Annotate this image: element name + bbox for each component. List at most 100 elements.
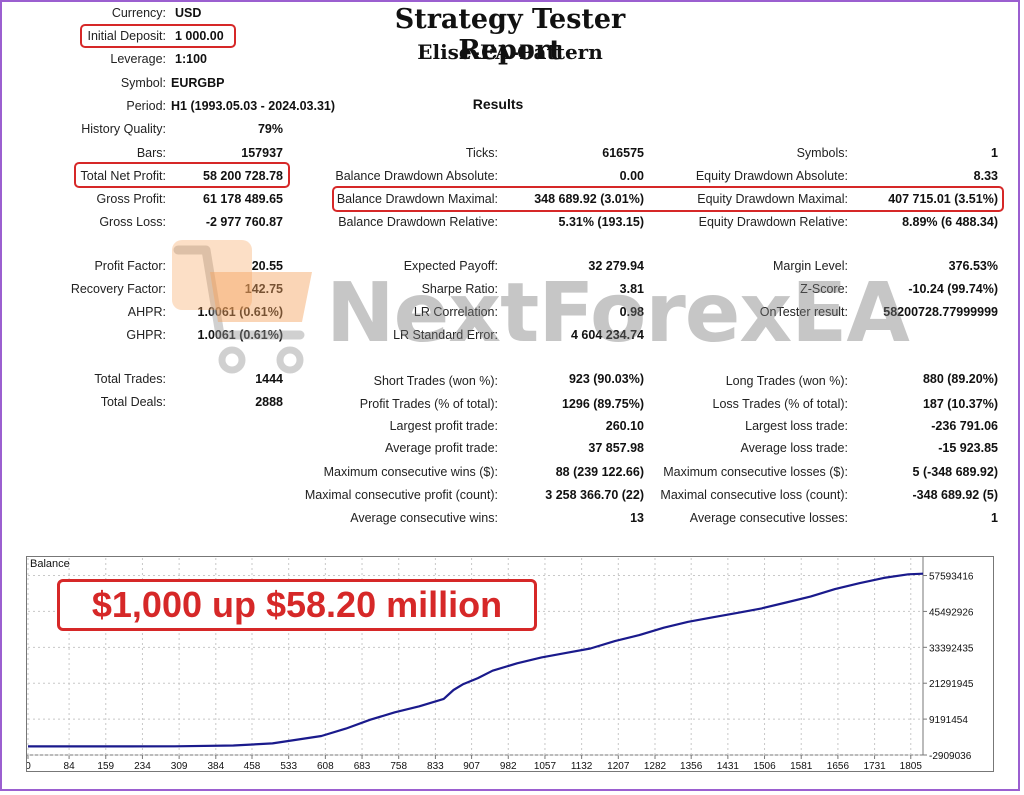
x-tick-label: 384: [207, 761, 224, 771]
x-tick-label: 84: [64, 761, 76, 771]
average-consecutive-wins-value: 13: [630, 511, 644, 525]
equity-dd-relative-label: Equity Drawdown Relative:: [698, 215, 848, 229]
y-tick-label: 33392435: [929, 643, 974, 654]
max-consecutive-losses-value: 5 (-348 689.92): [912, 465, 998, 479]
total-deals-label: Total Deals:: [100, 395, 166, 409]
largest-loss-value: -236 791.06: [931, 419, 998, 433]
y-tick-label: 45492926: [929, 607, 974, 618]
x-tick-label: 1731: [863, 761, 886, 771]
total-net-profit-label: Total Net Profit:: [80, 169, 166, 183]
history-quality-value: 79%: [257, 122, 283, 136]
max-consecutive-wins-label: Maximum consecutive wins ($):: [323, 465, 498, 479]
currency-label: Currency:: [111, 6, 166, 20]
y-tick-label: -2909036: [929, 751, 972, 762]
symbols-value: 1: [991, 146, 998, 160]
average-profit-label: Average profit trade:: [384, 441, 498, 455]
symbol-label: Symbol:: [120, 76, 166, 90]
average-consecutive-losses-value: 1: [991, 511, 998, 525]
y-tick-label: 21291945: [929, 679, 974, 690]
shopping-cart-icon: [172, 240, 322, 393]
bars-value: 157937: [241, 146, 283, 160]
largest-profit-label: Largest profit trade:: [389, 419, 498, 433]
profit-banner: $1,000 up $58.20 million: [57, 579, 537, 631]
total-deals-value: 2888: [255, 395, 283, 409]
lr-correlation-value: 0.98: [619, 305, 644, 319]
balance-dd-relative-label: Balance Drawdown Relative:: [338, 215, 498, 229]
x-tick-label: 1506: [753, 761, 776, 771]
period-label: Period:: [126, 99, 166, 113]
profit-factor-label: Profit Factor:: [94, 259, 166, 273]
gross-profit-value: 61 178 489.65: [203, 192, 283, 206]
gross-loss-label: Gross Loss:: [99, 215, 166, 229]
loss-trades-value: 187 (10.37%): [922, 397, 998, 411]
max-consecutive-loss-value: -348 689.92 (5): [912, 488, 998, 502]
equity-dd-absolute-label: Equity Drawdown Absolute:: [695, 169, 848, 183]
recovery-factor-label: Recovery Factor:: [70, 282, 166, 296]
average-loss-value: -15 923.85: [938, 441, 998, 455]
initial-deposit-highlight: [80, 24, 236, 48]
max-consecutive-profit-value: 3 258 366.70 (22): [545, 488, 644, 502]
x-tick-label: 1431: [717, 761, 740, 771]
z-score-label: Z-Score:: [800, 282, 848, 296]
long-trades-value: 880 (89.20%): [922, 372, 998, 386]
lr-correlation-label: LR Correlation:: [413, 305, 498, 319]
short-trades-label: Short Trades (won %):: [373, 374, 498, 388]
x-tick-label: 0: [27, 761, 31, 771]
balance-dd-maximal-value: 348 689.92 (3.01%): [534, 192, 644, 206]
x-tick-label: 309: [171, 761, 188, 771]
report-title: Strategy Tester Report: [394, 4, 626, 66]
average-consecutive-wins-label: Average consecutive wins:: [350, 511, 498, 525]
x-tick-label: 458: [244, 761, 261, 771]
x-tick-label: 234: [134, 761, 151, 771]
results-heading: Results: [472, 96, 524, 112]
ghpr-value: 1.0061 (0.61%): [197, 328, 283, 342]
symbols-label: Symbols:: [796, 146, 848, 160]
x-tick-label: 159: [97, 761, 114, 771]
sharpe-ratio-value: 3.81: [619, 282, 644, 296]
expected-payoff-label: Expected Payoff:: [403, 259, 498, 273]
leverage-label: Leverage:: [110, 52, 166, 66]
x-tick-label: 1805: [900, 761, 923, 771]
largest-profit-value: 260.10: [605, 419, 644, 433]
equity-dd-relative-value: 8.89% (6 488.34): [902, 215, 998, 229]
lr-std-error-label: LR Standard Error:: [393, 328, 498, 342]
max-consecutive-profit-label: Maximal consecutive profit (count):: [304, 488, 498, 502]
x-tick-label: 683: [354, 761, 371, 771]
margin-level-label: Margin Level:: [772, 259, 848, 273]
long-trades-label: Long Trades (won %):: [725, 374, 848, 388]
balance-dd-absolute-label: Balance Drawdown Absolute:: [335, 169, 498, 183]
margin-level-value: 376.53%: [948, 259, 998, 273]
symbol-value: EURGBP: [171, 76, 225, 90]
balance-chart-svg: 0 84 159 234 309 384 458 533 608 683 758 833 907 982 1…: [27, 557, 974, 771]
average-profit-value: 37 857.98: [588, 441, 644, 455]
x-tick-label: 1581: [790, 761, 813, 771]
loss-trades-label: Loss Trades (% of total):: [712, 397, 848, 411]
x-tick-label: 833: [427, 761, 444, 771]
balance-dd-absolute-value: 0.00: [619, 169, 644, 183]
expected-payoff-value: 32 279.94: [588, 259, 644, 273]
x-tick-label: 1207: [607, 761, 630, 771]
profit-trades-label: Profit Trades (% of total):: [359, 397, 498, 411]
ticks-value: 616575: [602, 146, 644, 160]
report-subtitle: Elise-EA-Pattern: [417, 40, 603, 64]
total-trades-label: Total Trades:: [94, 372, 166, 386]
lr-std-error-value: 4 604 234.74: [571, 328, 644, 342]
x-tick-label: 533: [280, 761, 297, 771]
equity-dd-maximal-value: 407 715.01 (3.51%): [888, 192, 998, 206]
x-tick-label: 1282: [644, 761, 667, 771]
ghpr-label: GHPR:: [126, 328, 166, 342]
x-tick-label: 1132: [571, 761, 593, 771]
x-tick-label: 982: [500, 761, 517, 771]
total-net-profit-value: 58 200 728.78: [203, 169, 283, 183]
watermark-text: NextForexEA: [326, 266, 910, 361]
initial-deposit-value: 1 000.00: [175, 29, 224, 43]
max-consecutive-wins-value: 88 (239 122.66): [555, 465, 644, 479]
gross-profit-label: Gross Profit:: [96, 192, 166, 206]
recovery-factor-value: 142.75: [176, 282, 283, 296]
x-tick-label: 608: [317, 761, 334, 771]
short-trades-value: 923 (90.03%): [568, 372, 644, 386]
balance-dd-relative-value: 5.31% (193.15): [558, 215, 644, 229]
net-profit-highlight: [74, 162, 290, 188]
ticks-label: Ticks:: [465, 146, 498, 160]
